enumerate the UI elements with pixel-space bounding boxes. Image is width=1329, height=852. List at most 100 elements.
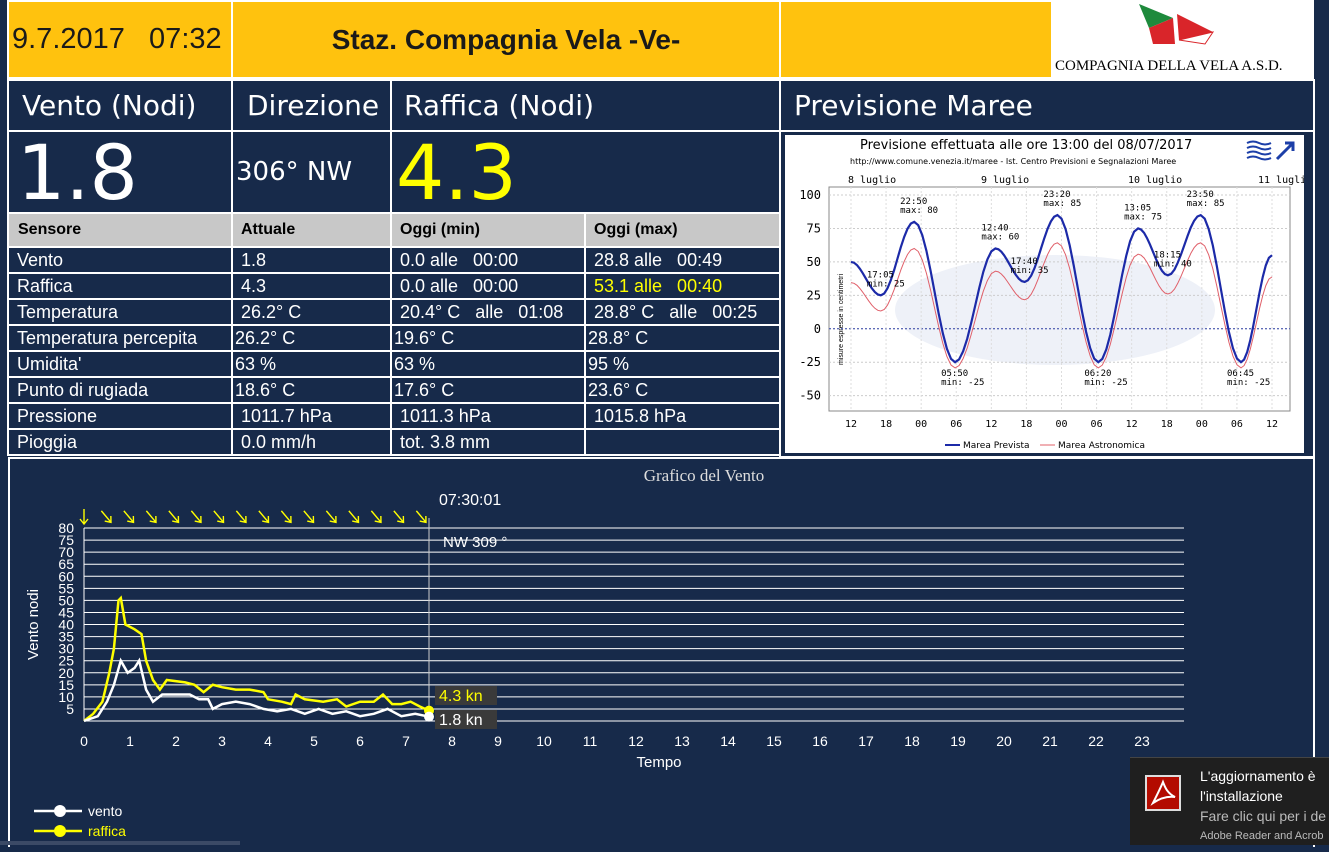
tide-annotation-value: max: 80 xyxy=(900,206,938,216)
wind-xtick: 10 xyxy=(536,733,552,749)
table-cell: 26.2° C xyxy=(231,298,392,326)
legend-raffica[interactable]: raffica xyxy=(88,823,126,839)
legend-vento[interactable]: vento xyxy=(88,803,122,819)
tide-legend-forecast: Marea Prevista xyxy=(963,441,1030,451)
wind-xtick: 5 xyxy=(310,733,318,749)
wind-xtick: 23 xyxy=(1134,733,1150,749)
wind-direction-arrow-icon xyxy=(235,510,247,524)
adobe-reader-icon xyxy=(1145,775,1181,811)
tide-panel: Previsione effettuata alle ore 13:00 del… xyxy=(779,130,1315,458)
wind-direction-arrow-icon xyxy=(325,510,337,524)
wind-speed-point[interactable] xyxy=(424,711,434,722)
wind-xtick: 13 xyxy=(674,733,690,749)
tide-annotation-time: 23:50 xyxy=(1187,190,1214,200)
wind-xtick: 11 xyxy=(583,733,598,749)
tide-xtick: 12 xyxy=(985,419,997,430)
raffica-label: Raffica (Nodi) xyxy=(390,79,781,132)
wind-xtick: 16 xyxy=(812,733,828,749)
wind-xtick: 6 xyxy=(356,733,364,749)
update-notification[interactable]: L'aggiornamento è l'installazione Fare c… xyxy=(1130,757,1329,845)
tide-annotation-value: max: 85 xyxy=(1043,199,1081,209)
tide-annotation-time: 18:15 xyxy=(1154,250,1181,260)
tide-url: http://www.comune.venezia.it/maree - Ist… xyxy=(850,157,1176,166)
tide-annotation-time: 05:50 xyxy=(941,369,968,379)
table-cell: Raffica xyxy=(7,272,233,300)
wind-ytick: 35 xyxy=(58,629,74,645)
wind-gust-series xyxy=(83,595,430,722)
table-cell: 95 % xyxy=(584,350,781,378)
wind-ytick: 50 xyxy=(58,592,74,608)
tide-annotation-time: 06:45 xyxy=(1227,369,1254,379)
table-cell: 23.6° C xyxy=(584,376,781,404)
tide-annotation-time: 06:20 xyxy=(1084,369,1111,379)
tide-xtick: 00 xyxy=(1196,419,1208,430)
table-cell: 1015.8 hPa xyxy=(584,402,781,430)
table-cell: Pressione xyxy=(7,402,233,430)
tide-xtick: 18 xyxy=(1161,419,1173,430)
tide-xtick: 18 xyxy=(1020,419,1032,430)
tide-day: 9 luglio xyxy=(981,175,1029,186)
direzione-label: Direzione xyxy=(231,79,392,132)
date-time: 9.7.2017 07:32 xyxy=(7,0,233,79)
table-cell: tot. 3.8 mm xyxy=(390,428,586,456)
table-cell: Vento xyxy=(7,246,233,274)
tide-xtick: 06 xyxy=(1231,419,1243,430)
tide-xtick: 18 xyxy=(880,419,892,430)
wind-ylabel: Vento nodi xyxy=(25,589,42,660)
wind-ytick: 15 xyxy=(58,677,74,693)
tide-xtick: 12 xyxy=(1266,419,1278,430)
legend-raffica-marker xyxy=(54,825,66,837)
table-cell: 26.2° C xyxy=(231,324,392,352)
tide-annotation-value: max: 60 xyxy=(981,233,1019,243)
direzione-value: 306° NW xyxy=(231,130,392,214)
wind-speed-tooltip xyxy=(435,710,497,729)
wind-xtick: 21 xyxy=(1042,733,1058,749)
table-cell: Punto di rugiada xyxy=(7,376,233,404)
horizontal-scrollbar[interactable] xyxy=(0,841,240,845)
legend-vento-marker xyxy=(54,805,66,817)
table-cell: 19.6° C xyxy=(390,324,586,352)
table-header-1: Attuale xyxy=(231,212,392,248)
station-title: Staz. Compagnia Vela -Ve- xyxy=(231,0,781,79)
wind-direction-arrow-icon xyxy=(303,510,315,524)
wind-ytick: 40 xyxy=(58,617,74,633)
wind-direction-arrow-icon xyxy=(168,510,180,524)
table-cell: 28.8° C alle 00:25 xyxy=(584,298,781,326)
tide-ytick: -50 xyxy=(799,389,821,403)
tide-title: Previsione effettuata alle ore 13:00 del… xyxy=(860,138,1192,153)
vento-label: Vento (Nodi) xyxy=(7,79,233,132)
tide-ytick: 25 xyxy=(807,288,821,302)
wind-ytick: 80 xyxy=(58,520,74,536)
tide-astro-line xyxy=(850,242,1273,369)
tide-annotation-time: 17:05 xyxy=(867,270,894,280)
wind-gust-tooltip xyxy=(435,686,497,705)
maree-label: Previsione Maree xyxy=(779,79,1315,132)
wind-ytick: 75 xyxy=(58,532,74,548)
table-cell: 17.6° C xyxy=(390,376,586,404)
tide-annotation-value: min: -25 xyxy=(941,378,984,388)
tide-day: 8 luglio xyxy=(848,175,896,186)
wind-direction-arrow-icon xyxy=(280,510,292,524)
wind-xtick: 2 xyxy=(172,733,180,749)
wind-xtick: 8 xyxy=(448,733,456,749)
header-blank xyxy=(779,0,1053,79)
tide-xtick: 00 xyxy=(915,419,927,430)
tide-annotation-time: 17:40 xyxy=(1011,257,1038,267)
table-cell: 0.0 alle 00:00 xyxy=(390,246,586,274)
wind-cursor-time: 07:30:01 xyxy=(439,492,501,509)
tide-annotation-time: 23:20 xyxy=(1043,190,1070,200)
tide-xtick: 06 xyxy=(950,419,962,430)
wind-xtick: 4 xyxy=(264,733,272,749)
tide-xtick: 12 xyxy=(845,419,857,430)
wind-xtick: 14 xyxy=(720,733,736,749)
wind-direction-arrow-icon xyxy=(123,510,135,524)
wind-direction-arrow-icon xyxy=(213,510,225,524)
table-cell: 1.8 xyxy=(231,246,392,274)
wind-xtick: 9 xyxy=(494,733,502,749)
wind-direction-arrow-icon xyxy=(190,510,202,524)
logo: COMPAGNIA DELLA VELA A.S.D. xyxy=(1051,0,1314,79)
tide-annotation-value: max: 85 xyxy=(1187,199,1225,209)
tide-ytick: 100 xyxy=(799,188,821,202)
table-cell: Temperatura percepita xyxy=(7,324,233,352)
wind-cursor-direction: NW 309 ° xyxy=(443,534,507,551)
